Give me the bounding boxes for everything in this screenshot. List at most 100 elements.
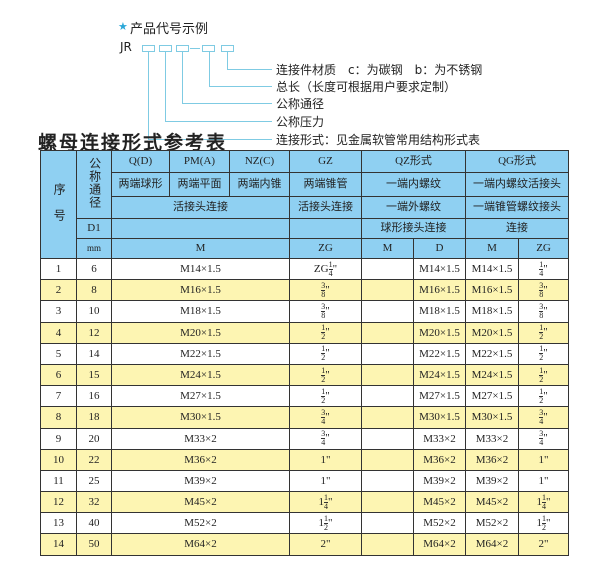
- cell-dn: 10: [76, 300, 112, 323]
- header-qd-desc: 两端球形: [111, 172, 170, 197]
- header-qz: QZ形式: [360, 150, 467, 173]
- cell-zg: 2": [289, 533, 362, 556]
- cell-no: 3: [40, 300, 77, 323]
- cell-qgzg: 1 4 ": [518, 257, 570, 281]
- nut-connection-table: 序 号 公称通径 Q(D) PM(A) NZ(C) GZ QZ形式 QG形式 两…: [40, 150, 570, 556]
- table-row: 7 16 M27×1.5 1 2 " M27×1.5 M27×1.5 1 2 ": [40, 385, 570, 408]
- code-box: [221, 45, 234, 52]
- cell-qzm: [361, 279, 414, 302]
- cell-qzm: [361, 427, 414, 450]
- header-qg-desc3: 连接: [465, 218, 570, 239]
- header-union: 活接头连接: [111, 196, 290, 219]
- cell-no: 13: [40, 512, 77, 535]
- table-row: 9 20 M33×2 3 4 " M33×2 M33×2 3 4 ": [40, 427, 570, 450]
- cell-no: 2: [40, 279, 77, 302]
- table-row: 13 40 M52×2 1 1 2 " M52×2 M52×2 1 1 2 ": [40, 512, 570, 535]
- cell-qzd: M52×2: [412, 512, 467, 535]
- cell-qzd: M33×2: [412, 427, 467, 450]
- cell-qgm: M22×1.5: [465, 342, 520, 365]
- cell-no: 9: [40, 427, 77, 450]
- cell-qgm: M20×1.5: [465, 321, 520, 344]
- table-row: 12 32 M45×2 1 1 4 " M45×2 M45×2 1 1 4 ": [40, 491, 570, 514]
- table-row: 2 8 M16×1.5 3 8 " M16×1.5 M16×1.5 3 8 ": [40, 279, 570, 302]
- header-nz-desc: 两端内锥: [229, 172, 290, 197]
- cell-qgm: M27×1.5: [465, 385, 520, 408]
- table-row: 3 10 M18×1.5 3 8 " M18×1.5 M18×1.5 3 8 ": [40, 300, 570, 323]
- cell-dn: 6: [76, 257, 112, 281]
- code-box: [159, 45, 172, 52]
- cell-dn: 50: [76, 533, 112, 556]
- cell-qgm: M45×2: [465, 491, 520, 514]
- cell-qzm: [361, 512, 414, 535]
- cell-qgm: M64×2: [465, 533, 520, 556]
- cell-no: 4: [40, 321, 77, 344]
- dash: [190, 48, 200, 49]
- header-m: M: [111, 238, 290, 259]
- header-gz-union: 活接头连接: [289, 196, 362, 219]
- cell-qzd: M30×1.5: [412, 406, 467, 429]
- header-qz-desc2: 一端外螺纹: [360, 196, 467, 219]
- cell-qgzg: 3 4 ": [518, 427, 570, 450]
- cell-dn: 18: [76, 406, 112, 429]
- header-nz: NZ(C): [229, 150, 290, 173]
- cell-dn: 20: [76, 427, 112, 450]
- cell-m: M20×1.5: [111, 321, 290, 344]
- product-code-prefix: JR: [120, 40, 132, 54]
- header-mm: mm: [76, 238, 112, 259]
- cell-m: M30×1.5: [111, 406, 290, 429]
- header-qz-d: D: [412, 238, 467, 259]
- cell-dn: 32: [76, 491, 112, 514]
- header-nominal-diameter: 公称通径: [76, 150, 112, 219]
- cell-qzm: [361, 491, 414, 514]
- legend-label-length: 总长（长度可根据用户要求定制）: [276, 80, 457, 94]
- cell-qzd: M36×2: [412, 448, 467, 471]
- cell-qzm: [361, 448, 414, 471]
- header-qz-m: M: [361, 238, 414, 259]
- table-row: 8 18 M30×1.5 3 4 " M30×1.5 M30×1.5 3 4 ": [40, 406, 570, 429]
- cell-m: M33×2: [111, 427, 290, 450]
- cell-zg: 1 2 ": [289, 385, 362, 408]
- legend-label-pressure: 公称压力: [276, 115, 325, 129]
- header-gz-desc: 两端锥管: [289, 172, 362, 197]
- cell-qzd: M39×2: [412, 469, 467, 493]
- legend-heading: 产品代号示例: [130, 22, 209, 37]
- header-qg: QG形式: [465, 150, 570, 173]
- header-qg-zg: ZG: [518, 238, 570, 259]
- cell-no: 6: [40, 363, 77, 387]
- cell-qgzg: 1": [518, 448, 570, 471]
- cell-zg: 3 8 ": [289, 300, 362, 323]
- cell-qzd: M14×1.5: [412, 257, 467, 281]
- cell-qzm: [361, 363, 414, 387]
- table-row: 4 12 M20×1.5 1 2 " M20×1.5 M20×1.5 1 2 ": [40, 321, 570, 344]
- cell-zg: 1 2 ": [289, 363, 362, 387]
- cell-no: 1: [40, 257, 77, 281]
- cell-qzd: M22×1.5: [412, 342, 467, 365]
- cell-zg: 1": [289, 469, 362, 493]
- cell-qzm: [361, 385, 414, 408]
- table-row: 5 14 M22×1.5 1 2 " M22×1.5 M22×1.5 1 2 ": [40, 342, 570, 365]
- cell-no: 12: [40, 491, 77, 514]
- cell-dn: 8: [76, 279, 112, 302]
- cell-qzm: [361, 321, 414, 344]
- cell-no: 8: [40, 406, 77, 429]
- cell-dn: 12: [76, 321, 112, 344]
- cell-m: M64×2: [111, 533, 290, 556]
- cell-qgm: M33×2: [465, 427, 520, 450]
- cell-zg: ZG 1 4 ": [289, 257, 362, 281]
- header-qg-m: M: [465, 238, 520, 259]
- cell-qzd: M18×1.5: [412, 300, 467, 323]
- cell-zg: 1": [289, 448, 362, 471]
